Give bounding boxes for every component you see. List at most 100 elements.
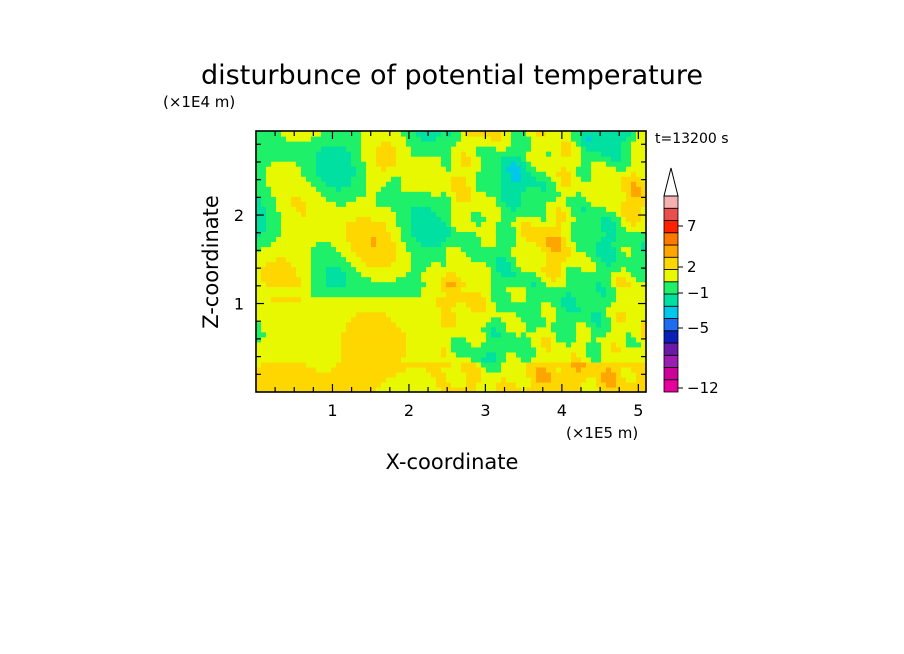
contour-cell: [626, 326, 632, 333]
contour-cell: [491, 376, 497, 383]
contour-cell: [301, 326, 307, 333]
contour-cell: [551, 216, 557, 222]
contour-cell: [326, 136, 332, 142]
contour-cell: [481, 296, 487, 303]
contour-cell: [596, 186, 602, 192]
contour-cell: [566, 256, 572, 263]
contour-cell: [546, 371, 552, 378]
contour-cell: [441, 156, 447, 162]
contour-cell: [531, 261, 537, 268]
contour-cell: [321, 321, 327, 328]
contour-cell: [601, 136, 607, 142]
contour-cell: [396, 271, 402, 278]
contour-cell: [391, 351, 397, 358]
contour-cell: [381, 211, 387, 217]
contour-cell: [306, 266, 312, 273]
contour-cell: [411, 331, 417, 338]
contour-cell: [486, 241, 492, 248]
contour-cell: [311, 136, 317, 142]
contour-cell: [371, 281, 377, 288]
contour-cell: [466, 326, 472, 333]
contour-cell: [336, 296, 342, 303]
colorbar-swatch: [663, 220, 679, 234]
contour-cell: [391, 266, 397, 273]
contour-cell: [501, 271, 507, 278]
contour-cell: [561, 226, 567, 232]
contour-cell: [531, 206, 537, 212]
contour-cell: [421, 176, 427, 182]
contour-cell: [261, 301, 267, 308]
contour-cell: [526, 131, 532, 137]
contour-cell: [481, 376, 487, 383]
contour-cell: [256, 326, 262, 333]
contour-cell: [411, 281, 417, 288]
contour-cell: [396, 361, 402, 368]
contour-cell: [616, 166, 622, 172]
contour-cell: [301, 176, 307, 182]
contour-cell: [546, 176, 552, 182]
contour-cell: [546, 201, 552, 207]
contour-cell: [301, 181, 307, 187]
contour-cell: [451, 186, 457, 192]
contour-cell: [286, 196, 292, 202]
contour-cell: [436, 211, 442, 217]
contour-cell: [266, 331, 272, 338]
contour-cell: [286, 261, 292, 268]
contour-cell: [641, 231, 646, 238]
contour-cell: [406, 226, 412, 232]
contour-cell: [311, 276, 317, 283]
contour-cell: [506, 276, 512, 283]
contour-cell: [351, 206, 357, 212]
contour-cell: [501, 231, 507, 238]
contour-cell: [291, 361, 297, 368]
contour-cell: [426, 361, 432, 368]
contour-cell: [491, 386, 497, 392]
contour-cell: [316, 326, 322, 333]
contour-cell: [406, 201, 412, 207]
contour-cell: [576, 271, 582, 278]
contour-cell: [586, 381, 592, 388]
contour-cell: [286, 176, 292, 182]
contour-cell: [326, 331, 332, 338]
contour-cell: [316, 271, 322, 278]
contour-cell: [461, 141, 467, 147]
contour-cell: [531, 266, 537, 273]
contour-cell: [356, 311, 362, 318]
contour-cell: [496, 296, 502, 303]
contour-cell: [301, 266, 307, 273]
contour-cell: [481, 386, 487, 392]
contour-cell: [631, 296, 637, 303]
contour-cell: [631, 141, 637, 147]
contour-cell: [581, 146, 587, 152]
contour-cell: [376, 201, 382, 207]
contour-cell: [286, 201, 292, 207]
contour-cell: [481, 286, 487, 293]
contour-cell: [341, 336, 347, 343]
contour-cell: [566, 141, 572, 147]
contour-cell: [306, 171, 312, 177]
contour-cell: [351, 236, 357, 243]
contour-cell: [316, 146, 322, 152]
contour-cell: [411, 156, 417, 162]
contour-cell: [601, 311, 607, 318]
contour-cell: [376, 366, 382, 373]
contour-cell: [301, 346, 307, 353]
contour-cell: [316, 291, 322, 298]
contour-cell: [581, 346, 587, 353]
contour-cell: [406, 161, 412, 167]
contour-cell: [446, 306, 452, 313]
contour-cell: [481, 321, 487, 328]
contour-cell: [581, 151, 587, 157]
contour-cell: [316, 341, 322, 348]
contour-cell: [576, 361, 582, 368]
contour-cell: [401, 196, 407, 202]
contour-cell: [481, 201, 487, 207]
contour-cell: [321, 171, 327, 177]
contour-cell: [336, 216, 342, 222]
contour-cell: [271, 256, 277, 263]
contour-cell: [416, 331, 422, 338]
contour-cell: [326, 131, 332, 137]
contour-cell: [566, 336, 572, 343]
contour-cell: [296, 321, 302, 328]
contour-cell: [386, 181, 392, 187]
